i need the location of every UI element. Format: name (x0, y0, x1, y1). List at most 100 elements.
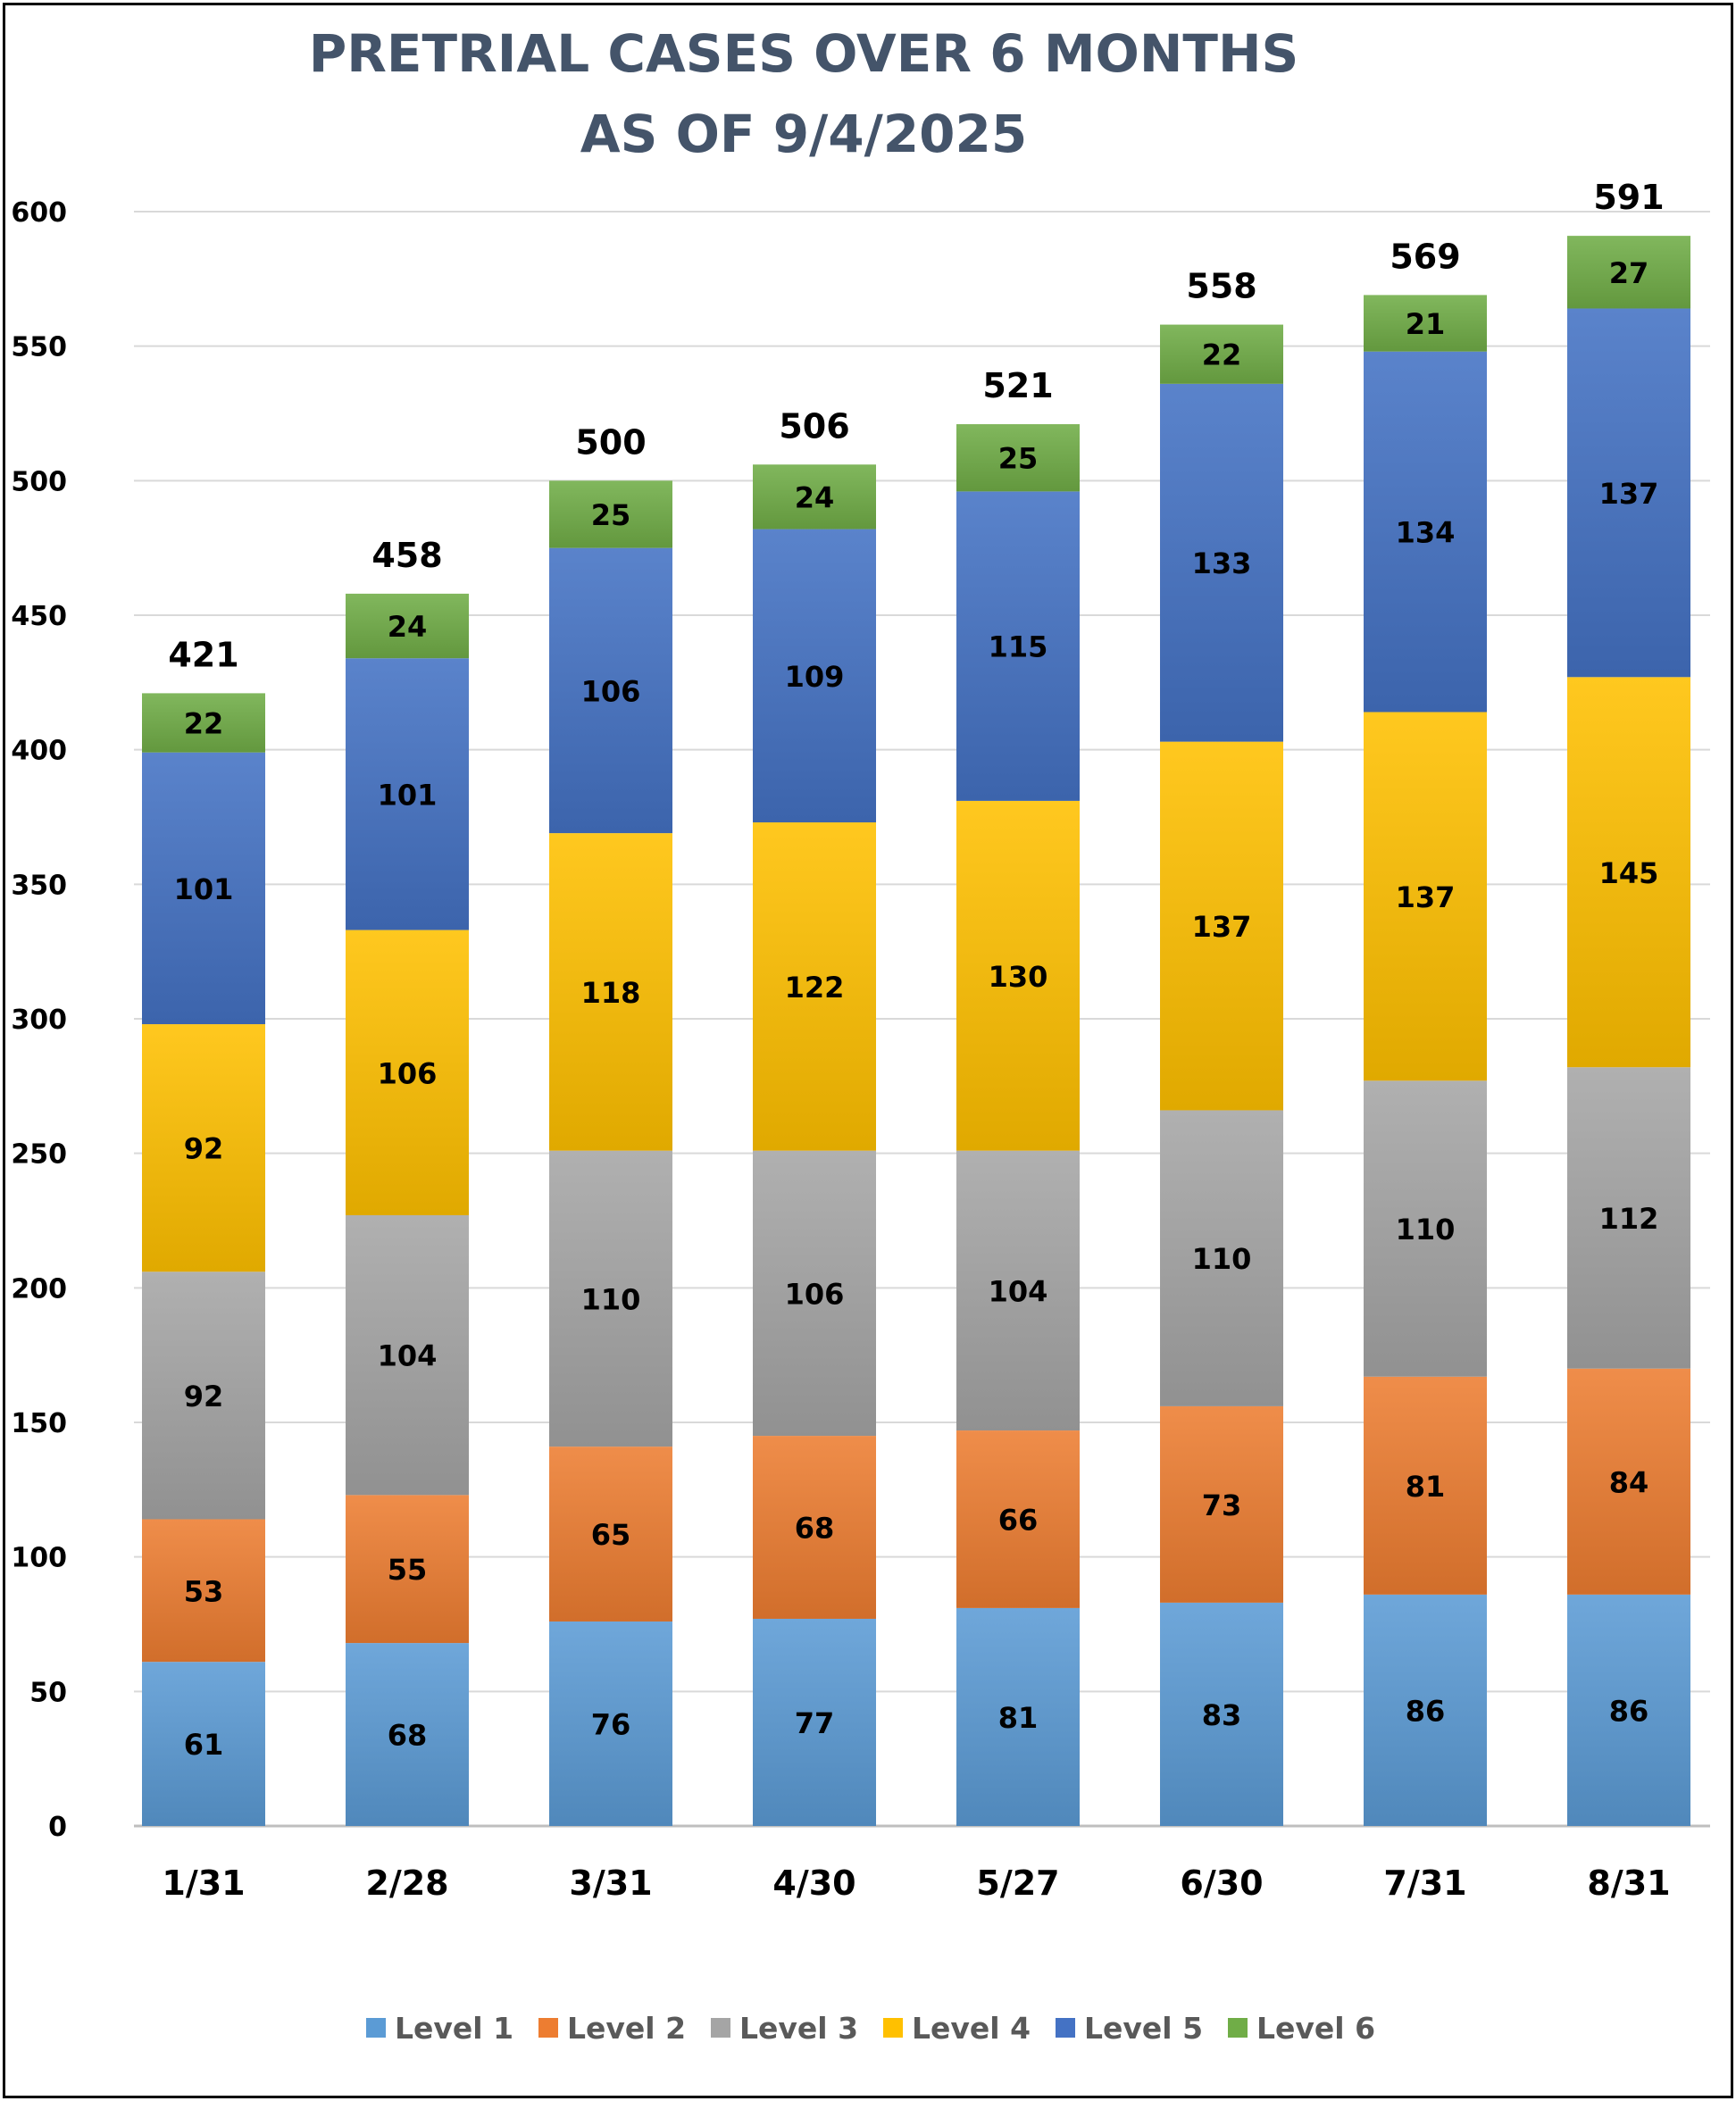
bar-segment-level-3 (549, 1150, 672, 1447)
segment-value-label: 81 (1406, 1470, 1446, 1504)
segment-value-label: 106 (785, 1277, 845, 1311)
bars: 61 53 92 92 101 22 421 68 55 104 106 101 24 458 76 65 11… (142, 178, 1690, 1826)
segment-value-label: 104 (378, 1339, 438, 1373)
bar-segment-level-3 (1364, 1080, 1487, 1377)
segment-value-label: 73 (1202, 1488, 1242, 1522)
y-axis-ticks: 0 50 100 150 200 250 300 350 400 450 500 550 600 (11, 197, 67, 1843)
segment-value-label: 130 (989, 960, 1048, 994)
segment-value-label: 137 (1192, 910, 1252, 944)
bar-segment-level-2 (1160, 1405, 1283, 1603)
bar-segment-level-6 (1567, 236, 1690, 309)
segment-value-label: 27 (1609, 256, 1649, 290)
bar-segment-level-1 (549, 1621, 672, 1826)
bar-segment-level-1 (1160, 1602, 1283, 1826)
bar-segment-level-4 (1160, 741, 1283, 1111)
bar-segment-level-5 (1364, 351, 1487, 713)
segment-value-label: 133 (1192, 546, 1252, 580)
bar-segment-level-4 (753, 822, 876, 1151)
legend-swatch (366, 2018, 386, 2038)
segment-value-label: 101 (174, 872, 234, 906)
bar-total-label: 421 (168, 635, 238, 674)
bar-segment-level-5 (753, 529, 876, 823)
bar-segment-level-6 (549, 480, 672, 548)
segment-value-label: 24 (388, 610, 428, 644)
bar-segment-level-2 (1364, 1376, 1487, 1595)
segment-value-label: 76 (591, 1707, 631, 1741)
y-tick-label: 150 (11, 1408, 67, 1439)
segment-value-label: 68 (795, 1512, 835, 1546)
y-tick-label: 100 (11, 1543, 67, 1574)
legend-swatch (883, 2018, 903, 2038)
segment-value-label: 24 (795, 480, 835, 514)
bar-segment-level-5 (549, 547, 672, 834)
segment-value-label: 110 (1192, 1242, 1252, 1276)
legend-label: Level 4 (912, 2011, 1031, 2046)
segment-value-label: 55 (388, 1553, 428, 1587)
segment-value-label: 134 (1396, 516, 1456, 550)
bar-stack-1-31: 61 53 92 92 101 22 421 (142, 635, 265, 1826)
segment-value-label: 84 (1609, 1465, 1649, 1499)
bar-segment-level-5 (346, 658, 469, 930)
legend-swatch (711, 2018, 730, 2038)
x-tick-label: 2/28 (365, 1863, 448, 1903)
segment-value-label: 81 (998, 1701, 1039, 1735)
segment-value-label: 65 (591, 1518, 631, 1552)
bar-segment-level-4 (549, 833, 672, 1151)
segment-value-label: 104 (989, 1274, 1048, 1308)
segment-value-label: 86 (1406, 1694, 1446, 1728)
y-tick-label: 300 (11, 1005, 67, 1036)
bar-segment-level-1 (142, 1662, 265, 1826)
y-tick-label: 50 (29, 1677, 67, 1708)
bar-segment-level-6 (753, 464, 876, 529)
bar-segment-level-6 (346, 593, 469, 659)
bar-segment-level-6 (956, 424, 1080, 492)
segment-value-label: 106 (581, 674, 641, 708)
bar-segment-level-2 (549, 1447, 672, 1622)
bar-segment-level-3 (753, 1150, 876, 1437)
bar-segment-level-3 (142, 1271, 265, 1520)
bar-segment-level-5 (142, 752, 265, 1025)
bar-segment-level-5 (1160, 383, 1283, 742)
segment-value-label: 61 (184, 1728, 224, 1762)
y-tick-label: 0 (48, 1812, 67, 1843)
segment-value-label: 137 (1396, 880, 1456, 914)
legend-label: Level 3 (739, 2011, 858, 2046)
bar-segment-level-2 (956, 1430, 1080, 1608)
bar-segment-level-2 (753, 1436, 876, 1619)
legend-item-level-3: Level 3 (711, 2011, 858, 2046)
legend-item-level-2: Level 2 (538, 2011, 686, 2046)
bar-segment-level-2 (142, 1519, 265, 1663)
segment-value-label: 92 (184, 1132, 224, 1166)
bar-stack-5-27: 81 66 104 130 115 25 521 (956, 366, 1080, 1826)
legend-item-level-1: Level 1 (366, 2011, 513, 2046)
segment-value-label: 110 (581, 1282, 641, 1316)
bar-total-label: 569 (1390, 237, 1460, 276)
x-tick-label: 5/27 (976, 1863, 1059, 1903)
segment-value-label: 145 (1599, 856, 1659, 890)
bar-segment-level-3 (346, 1214, 469, 1496)
bar-stack-7-31: 86 81 110 137 134 21 569 (1364, 237, 1487, 1826)
bar-segment-level-3 (1567, 1067, 1690, 1369)
bar-segment-level-3 (956, 1150, 1080, 1431)
y-tick-label: 400 (11, 736, 67, 767)
legend-item-level-6: Level 6 (1228, 2011, 1375, 2046)
chart-title: PRETRIAL CASES OVER 6 MONTHS (309, 23, 1299, 84)
bar-stack-2-28: 68 55 104 106 101 24 458 (346, 536, 469, 1826)
bar-segment-level-4 (1364, 712, 1487, 1081)
segment-value-label: 115 (989, 630, 1048, 664)
bar-segment-level-6 (1160, 324, 1283, 384)
legend-item-level-4: Level 4 (883, 2011, 1031, 2046)
segment-value-label: 66 (998, 1503, 1039, 1537)
legend-label: Level 5 (1084, 2011, 1203, 2046)
bar-segment-level-1 (753, 1618, 876, 1826)
segment-value-label: 86 (1609, 1694, 1649, 1728)
legend-swatch (538, 2018, 558, 2038)
bar-total-label: 521 (982, 366, 1053, 405)
legend-label: Level 6 (1256, 2011, 1375, 2046)
bar-segment-level-4 (142, 1024, 265, 1272)
x-tick-label: 3/31 (569, 1863, 652, 1903)
legend-swatch (1228, 2018, 1248, 2038)
bar-total-label: 558 (1186, 267, 1256, 306)
x-tick-label: 8/31 (1587, 1863, 1670, 1903)
legend-swatch (1056, 2018, 1075, 2038)
